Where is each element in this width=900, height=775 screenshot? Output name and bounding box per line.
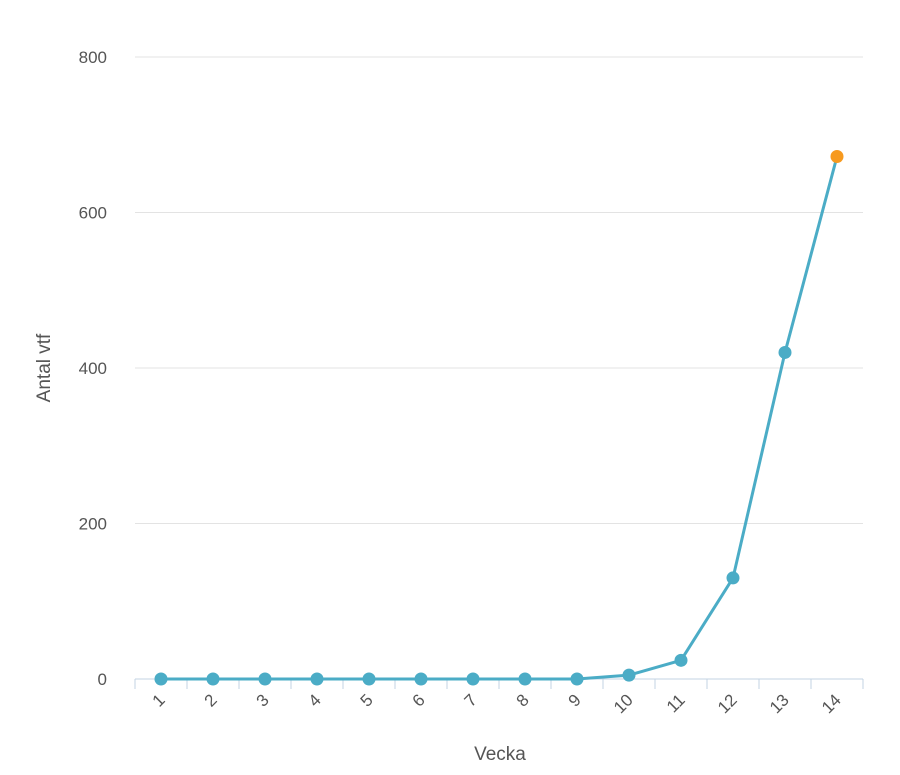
x-axis-title: Vecka: [474, 744, 526, 765]
x-tick-label: 4: [305, 690, 325, 710]
data-point[interactable]: [258, 672, 272, 686]
x-tick-label: 11: [663, 690, 689, 716]
gridlines: [135, 56, 863, 524]
data-point[interactable]: [726, 571, 740, 585]
highlighted-data-point[interactable]: [830, 150, 844, 164]
series-line: [159, 155, 839, 681]
data-point[interactable]: [414, 672, 428, 686]
data-point[interactable]: [518, 672, 532, 686]
x-tick-label: 7: [461, 690, 481, 710]
data-point[interactable]: [778, 345, 792, 359]
x-tick-label: 14: [818, 690, 845, 717]
x-axis-tick-labels: 1 2 3 4 5 6 7 8 9 10 11 12 13 14: [149, 690, 845, 717]
x-tick-label: 1: [149, 690, 169, 710]
data-point[interactable]: [154, 672, 168, 686]
x-tick-label: 5: [357, 690, 377, 710]
data-point[interactable]: [362, 672, 376, 686]
data-point[interactable]: [622, 668, 636, 682]
x-tick-label: 2: [201, 690, 221, 710]
data-point[interactable]: [570, 672, 584, 686]
y-tick-label: 600: [79, 204, 107, 223]
y-tick-label: 800: [79, 48, 107, 67]
x-tick-label: 9: [565, 690, 585, 710]
x-tick-label: 13: [766, 690, 793, 717]
y-axis-title: Antal vtf: [34, 333, 55, 402]
data-point[interactable]: [674, 653, 688, 667]
x-tick-label: 3: [253, 690, 273, 710]
x-tick-label: 6: [409, 690, 429, 710]
y-axis-tick-labels: 0 200 400 600 800: [79, 48, 107, 689]
data-point[interactable]: [466, 672, 480, 686]
y-tick-label: 400: [79, 359, 107, 378]
x-tick-label: 8: [513, 690, 533, 710]
series: [154, 150, 844, 686]
y-tick-label: 200: [79, 515, 107, 534]
data-point[interactable]: [206, 672, 220, 686]
x-tick-label: 10: [610, 690, 637, 717]
data-point[interactable]: [310, 672, 324, 686]
x-tick-label: 12: [714, 690, 741, 717]
y-tick-label: 0: [98, 670, 107, 689]
